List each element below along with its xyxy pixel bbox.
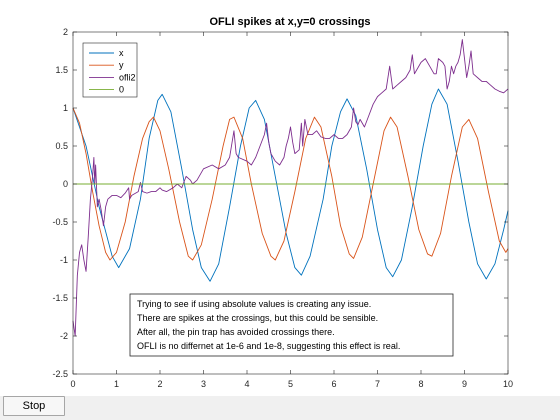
annotation-line: OFLI is no differnet at 1e-6 and 1e-8, s…: [137, 341, 400, 351]
y-tick-label: 1: [63, 103, 68, 113]
series-line-y: [72, 107, 509, 261]
x-tick-label: 1: [114, 379, 119, 389]
legend-label-y: y: [119, 60, 124, 70]
y-tick-label: -1: [60, 255, 68, 265]
x-tick-label: 9: [462, 379, 467, 389]
y-tick-label: -0.5: [52, 217, 68, 227]
legend-label-x: x: [119, 48, 124, 58]
x-tick-label: 10: [503, 379, 513, 389]
stop-button[interactable]: Stop: [3, 396, 65, 416]
y-tick-label: -2.5: [52, 369, 68, 379]
y-tick-label: 1.5: [55, 65, 68, 75]
y-tick-label: 0.5: [55, 141, 68, 151]
annotation-line: After all, the pin trap has avoided cros…: [137, 327, 335, 337]
series-line-x: [72, 88, 509, 282]
legend-label-0: 0: [119, 85, 124, 95]
x-tick-label: 3: [201, 379, 206, 389]
tick-layer: 0 1 2 3 4 5 6 7 8 9 10 -2.5 -2 -1.5 -1 -0.5 0 0.5 1 1.5 2: [52, 27, 513, 389]
series-line-ofli2: [72, 39, 509, 337]
y-tick-label: 0: [63, 179, 68, 189]
y-tick-label: -1.5: [52, 293, 68, 303]
figure: OFLI spikes at x,y=0 crossings 0 1 2 3 4 5 6 7 8…: [0, 0, 560, 396]
annotation-box: Trying to see if using absolute values i…: [129, 293, 454, 357]
legend-box: [82, 42, 138, 98]
x-tick-label: 7: [375, 379, 380, 389]
x-tick-label: 4: [244, 379, 249, 389]
x-tick-label: 0: [70, 379, 75, 389]
x-tick-label: 6: [331, 379, 336, 389]
x-tick-label: 8: [418, 379, 423, 389]
legend-label-ofli2: ofli2: [119, 72, 136, 82]
annotation-line: Trying to see if using absolute values i…: [137, 299, 371, 309]
y-tick-label: -2: [60, 331, 68, 341]
legend: xy ofli2 0: [82, 42, 138, 98]
y-tick-label: 2: [63, 27, 68, 37]
x-tick-label: 2: [157, 379, 162, 389]
x-tick-label: 5: [288, 379, 293, 389]
chart-title: OFLI spikes at x,y=0 crossings: [209, 16, 370, 28]
series-layer: [72, 39, 509, 337]
annotation-line: There are spikes at the crossings, but t…: [137, 313, 378, 323]
